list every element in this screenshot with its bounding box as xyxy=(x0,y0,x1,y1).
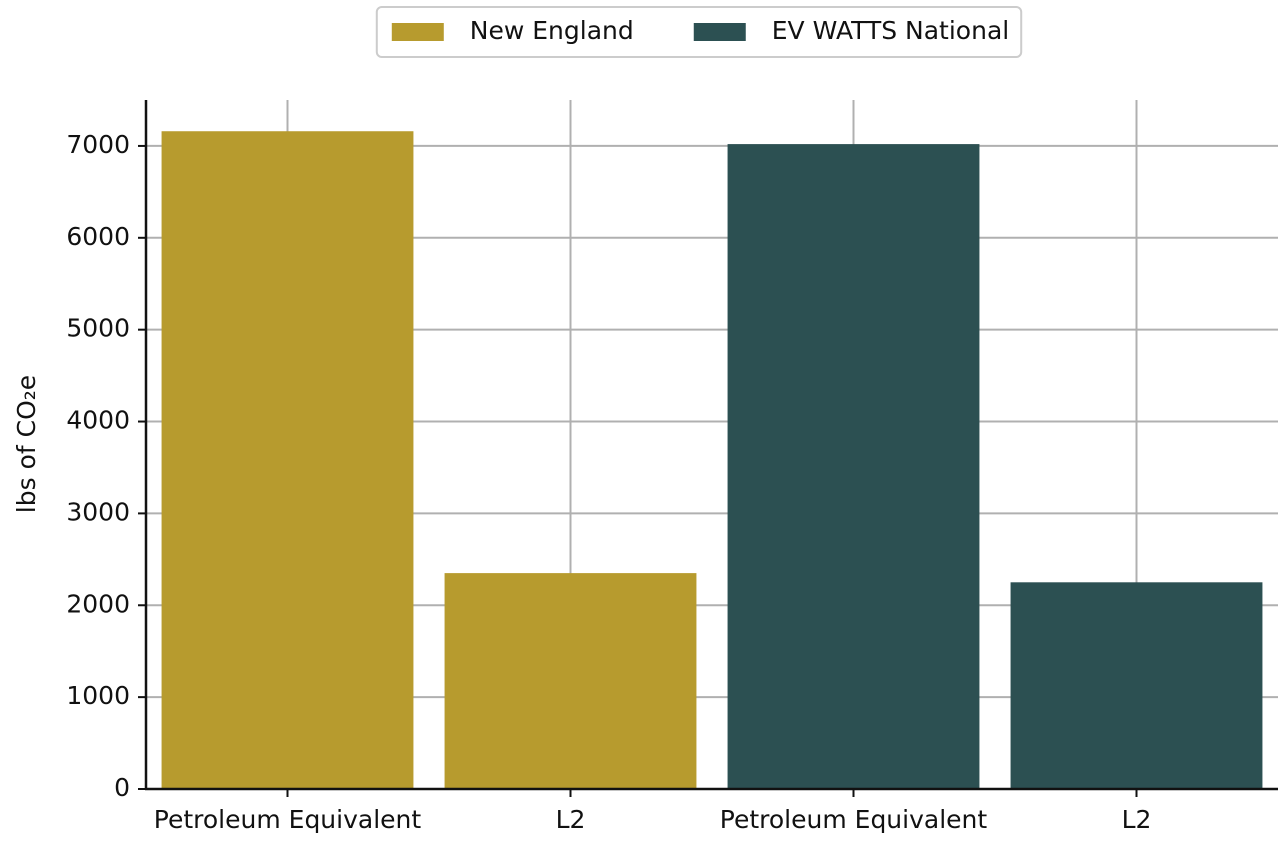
axes: 0 1000 2000 3000 4000 5000 6000 7000 Petroleum E… xyxy=(66,100,1278,834)
y-tick-label: 6000 xyxy=(66,222,130,251)
legend-label: New England xyxy=(470,16,634,45)
bar xyxy=(727,144,980,789)
y-axis-label: lbs of CO₂e xyxy=(12,375,41,513)
y-tick-label: 0 xyxy=(114,773,130,802)
y-tick-label: 7000 xyxy=(66,130,130,159)
x-tick-label: L2 xyxy=(1122,805,1152,834)
y-tick-label: 1000 xyxy=(66,681,130,710)
legend: New England EV WATTS National xyxy=(375,6,1023,58)
x-tick-label: Petroleum Equivalent xyxy=(154,805,422,834)
y-tick-label: 4000 xyxy=(66,406,130,435)
y-tick-label: 5000 xyxy=(66,314,130,343)
bars xyxy=(161,131,1263,789)
bar xyxy=(1010,582,1263,789)
bar xyxy=(161,131,414,789)
y-tick-label: 3000 xyxy=(66,497,130,526)
x-tick-label: L2 xyxy=(556,805,586,834)
legend-label: EV WATTS National xyxy=(772,16,1009,45)
y-tick-label: 2000 xyxy=(66,589,130,618)
legend-swatch xyxy=(693,23,746,41)
legend-swatch xyxy=(391,23,444,41)
x-tick-label: Petroleum Equivalent xyxy=(720,805,988,834)
bar xyxy=(444,573,697,789)
